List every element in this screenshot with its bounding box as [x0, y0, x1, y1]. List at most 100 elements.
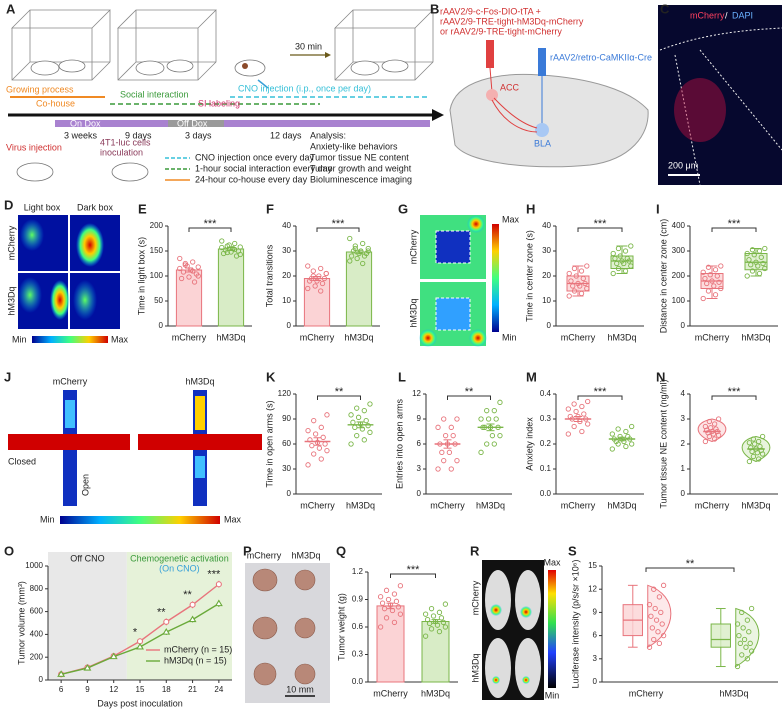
y-axis-label: Entries into open arms — [394, 398, 404, 489]
data-point — [715, 416, 722, 422]
data-point — [491, 408, 497, 414]
x-tick-label: hM3Dq — [741, 500, 770, 510]
data-point — [660, 632, 667, 639]
data-point — [424, 617, 431, 623]
data-point — [219, 238, 225, 244]
data-point — [347, 258, 353, 264]
heat-blob — [76, 223, 104, 267]
data-point — [352, 245, 358, 252]
y-tick-label: 120 — [278, 389, 292, 398]
data-point — [718, 285, 724, 292]
y-tick-label: 60 — [282, 439, 291, 448]
y-tick-label: 1000 — [25, 561, 43, 570]
data-point — [610, 270, 616, 277]
data-point — [383, 615, 390, 621]
data-point — [441, 416, 447, 422]
x-tick-label: hM3Dq — [741, 332, 770, 342]
stain-label: DAPI — [732, 10, 753, 20]
data-point — [646, 644, 653, 650]
analysis-item: Tumor growth and weight — [310, 163, 412, 173]
y-tick-label: 100 — [150, 271, 164, 280]
panel-label: F — [266, 201, 274, 216]
data-point — [653, 617, 660, 623]
data-point — [391, 591, 398, 597]
region-label: Off CNO — [70, 553, 104, 563]
data-point — [705, 264, 712, 270]
x-tick-label: hM3Dq — [719, 688, 748, 698]
column-label: hM3Dq — [291, 550, 320, 560]
data-point — [750, 436, 757, 442]
colorbar-min: Min — [502, 332, 517, 342]
box — [710, 623, 731, 648]
sig-bracket — [390, 573, 436, 578]
data-point — [422, 633, 429, 639]
bar — [217, 248, 245, 327]
y-tick-label: 0 — [681, 489, 686, 498]
heat-blob — [469, 329, 487, 347]
x-tick-label: 18 — [162, 685, 171, 694]
duration: 12 days — [270, 130, 302, 140]
y-tick-label: 9 — [593, 608, 598, 617]
data-point — [305, 263, 311, 269]
colorbar-max: Max — [224, 514, 242, 524]
panel-label: B — [430, 1, 439, 16]
data-point — [377, 594, 384, 600]
colorbar-min: Min — [545, 690, 560, 700]
row-label: hM3Dq — [470, 653, 480, 682]
column-label: mCherry — [53, 376, 88, 386]
y-axis-label: Time in light box (s) — [136, 237, 146, 315]
data-point — [442, 433, 449, 439]
data-point — [395, 604, 402, 610]
y-tick-label: 40 — [542, 221, 551, 230]
x-tick-label: 6 — [59, 685, 64, 694]
data-point — [659, 621, 665, 627]
open-label: Open — [80, 474, 90, 496]
x-tick-label: mCherry — [695, 500, 730, 510]
data-point — [352, 424, 358, 430]
cages — [11, 9, 434, 81]
heat-blob — [50, 280, 70, 320]
data-point — [186, 274, 192, 280]
panel-b: rAAV2/9-c-Fos-DIO-tTA + rAAV2/9-TRE-tigh… — [440, 6, 652, 168]
marker — [162, 628, 171, 635]
data-point — [387, 602, 394, 608]
data-point — [318, 265, 324, 272]
data-point — [493, 416, 499, 422]
marker — [109, 652, 118, 660]
x-tick-label: mCherry — [629, 688, 664, 698]
panel-label: D — [4, 197, 13, 212]
virus-label: Virus injection — [6, 142, 62, 152]
y-tick-label: 0.2 — [540, 439, 552, 448]
column-label: hM3Dq — [185, 376, 214, 386]
data-point — [316, 273, 322, 279]
data-point — [702, 438, 709, 445]
y-tick-label: 20 — [282, 271, 291, 280]
y-tick-label: 0.6 — [352, 622, 364, 631]
data-point — [582, 280, 588, 287]
legend-label: mCherry (n = 15) — [164, 644, 232, 654]
data-point — [610, 250, 616, 257]
y-tick-label: 15 — [588, 561, 597, 570]
data-point — [318, 456, 324, 462]
sig-label: *** — [204, 218, 218, 230]
data-point — [484, 408, 490, 414]
data-point — [497, 433, 503, 439]
data-point — [432, 618, 439, 625]
annotation: ** — [183, 589, 192, 601]
x-tick-label: mCherry — [373, 688, 408, 698]
y-tick-label: 0.1 — [540, 464, 552, 473]
data-point — [760, 260, 766, 267]
closed-arm — [138, 434, 262, 450]
legend-label: 1-hour social interaction every day — [195, 163, 333, 173]
data-point — [318, 288, 324, 294]
data-point — [734, 621, 741, 627]
y-tick-label: 0.3 — [540, 414, 552, 423]
data-point — [352, 243, 358, 249]
x-tick-label: mCherry — [561, 332, 596, 342]
data-point — [756, 270, 763, 277]
sig-label: *** — [332, 218, 346, 230]
row-label: mCherry — [470, 580, 480, 615]
data-point — [718, 263, 724, 269]
heat — [65, 400, 75, 428]
panel-a: 30 min Growing process Co-house Social i… — [6, 9, 444, 184]
